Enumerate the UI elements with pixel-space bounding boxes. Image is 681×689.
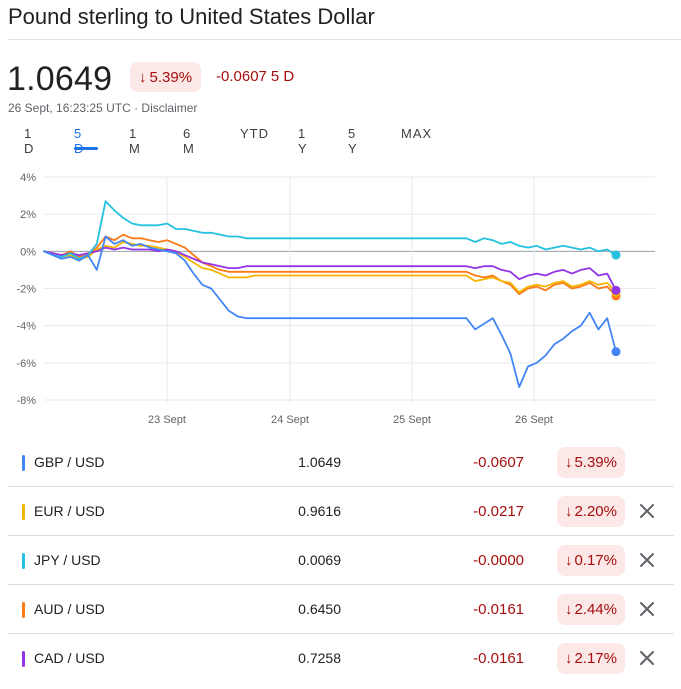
pair-rate: 0.7258 [298, 650, 341, 666]
series-line-eur[interactable] [43, 241, 617, 294]
pair-row-aud[interactable]: AUD / USD 0.6450 -0.0161 ↓ 2.44% [8, 585, 674, 634]
pair-rate: 0.0069 [298, 552, 341, 568]
pair-row-cad[interactable]: CAD / USD 0.7258 -0.0161 ↓ 2.17% [8, 634, 674, 683]
comparison-line-chart[interactable]: 4% 2% 0% -2% -4% -6% -8% 23 Sept 24 Sept 25 Sept… [0, 165, 681, 435]
close-icon[interactable] [637, 648, 657, 668]
y-tick-label: -8% [16, 395, 36, 407]
series-swatch [22, 455, 25, 471]
tab-6m[interactable]: 6 M [183, 126, 195, 156]
pair-rate: 1.0649 [298, 454, 341, 470]
pair-change: -0.0000 [473, 552, 524, 569]
x-tick-label: 23 Sept [148, 414, 186, 426]
pair-name: AUD / USD [34, 601, 105, 617]
current-price: 1.0649 [7, 60, 113, 98]
series-swatch [22, 504, 25, 520]
arrow-down-icon: ↓ [564, 552, 573, 569]
pair-row-gbp[interactable]: GBP / USD 1.0649 -0.0607 ↓ 5.39% [8, 438, 674, 487]
x-tick-label: 24 Sept [271, 414, 309, 426]
y-tick-label: -6% [16, 358, 36, 370]
pair-name: GBP / USD [34, 454, 105, 470]
close-icon[interactable] [637, 550, 657, 570]
close-icon[interactable] [637, 501, 657, 521]
series-endpoint-gbp [611, 347, 621, 357]
pair-name: JPY / USD [34, 552, 101, 568]
arrow-down-icon: ↓ [564, 454, 573, 471]
title-divider [8, 39, 681, 40]
arrow-down-icon: ↓ [564, 503, 573, 520]
pair-rate: 0.9616 [298, 503, 341, 519]
pair-percent: 5.39% [574, 454, 617, 471]
x-tick-label: 25 Sept [393, 414, 431, 426]
series-endpoint-jpy [611, 250, 621, 260]
pair-percent: 2.17% [574, 650, 617, 667]
series-line-gbp[interactable] [43, 235, 617, 388]
pair-percent: 2.44% [574, 601, 617, 618]
series-line-jpy[interactable] [43, 200, 617, 260]
pair-change: -0.0607 [473, 454, 524, 471]
pair-rate: 0.6450 [298, 601, 341, 617]
tab-1m[interactable]: 1 M [129, 126, 141, 156]
pair-percent-badge: ↓ 0.17% [556, 545, 625, 576]
tab-1d[interactable]: 1 D [24, 126, 35, 156]
y-tick-label: 0% [20, 246, 36, 258]
y-tick-label: 4% [20, 172, 36, 184]
arrow-down-icon: ↓ [564, 650, 573, 667]
tab-max[interactable]: MAX [401, 126, 433, 141]
pair-percent-badge: ↓ 5.39% [556, 447, 625, 478]
pair-name: CAD / USD [34, 650, 105, 666]
change-percent: 5.39% [149, 68, 193, 86]
pair-percent-badge: ↓ 2.20% [556, 496, 625, 527]
pair-percent: 0.17% [574, 552, 617, 569]
series-line-aud[interactable] [43, 233, 617, 297]
tab-5d[interactable]: 5 D [74, 126, 83, 156]
pair-percent: 2.20% [574, 503, 617, 520]
pair-row-jpy[interactable]: JPY / USD 0.0069 -0.0000 ↓ 0.17% [8, 536, 674, 585]
page-title: Pound sterling to United States Dollar [8, 4, 375, 29]
active-tab-indicator [74, 147, 98, 150]
change-value: -0.0607 [216, 68, 267, 85]
change-percent-badge: ↓ 5.39% [130, 62, 202, 92]
y-tick-label: -4% [16, 321, 36, 333]
series-swatch [22, 651, 25, 667]
pair-change: -0.0161 [473, 650, 524, 667]
tab-5y[interactable]: 5 Y [348, 126, 358, 156]
timestamp: 26 Sept, 16:23:25 UTC · Disclaimer [8, 101, 198, 115]
pair-row-eur[interactable]: EUR / USD 0.9616 -0.0217 ↓ 2.20% [8, 487, 674, 536]
pair-name: EUR / USD [34, 503, 105, 519]
y-tick-label: -2% [16, 284, 36, 296]
change-period: 5 D [270, 68, 295, 85]
pair-change: -0.0161 [473, 601, 524, 618]
tab-1y[interactable]: 1 Y [298, 126, 308, 156]
arrow-down-icon: ↓ [139, 68, 147, 86]
close-icon[interactable] [637, 599, 657, 619]
change-absolute: -0.0607 5 D [216, 68, 294, 85]
y-tick-label: 2% [20, 209, 36, 221]
series-swatch [22, 553, 25, 569]
series-swatch [22, 602, 25, 618]
pair-percent-badge: ↓ 2.44% [556, 594, 625, 625]
x-tick-label: 26 Sept [515, 414, 553, 426]
pair-percent-badge: ↓ 2.17% [556, 643, 625, 674]
pair-change: -0.0217 [473, 503, 524, 520]
series-line-cad[interactable] [43, 246, 617, 292]
tab-ytd[interactable]: YTD [240, 126, 269, 141]
arrow-down-icon: ↓ [564, 601, 573, 618]
series-endpoint-cad [611, 285, 621, 295]
